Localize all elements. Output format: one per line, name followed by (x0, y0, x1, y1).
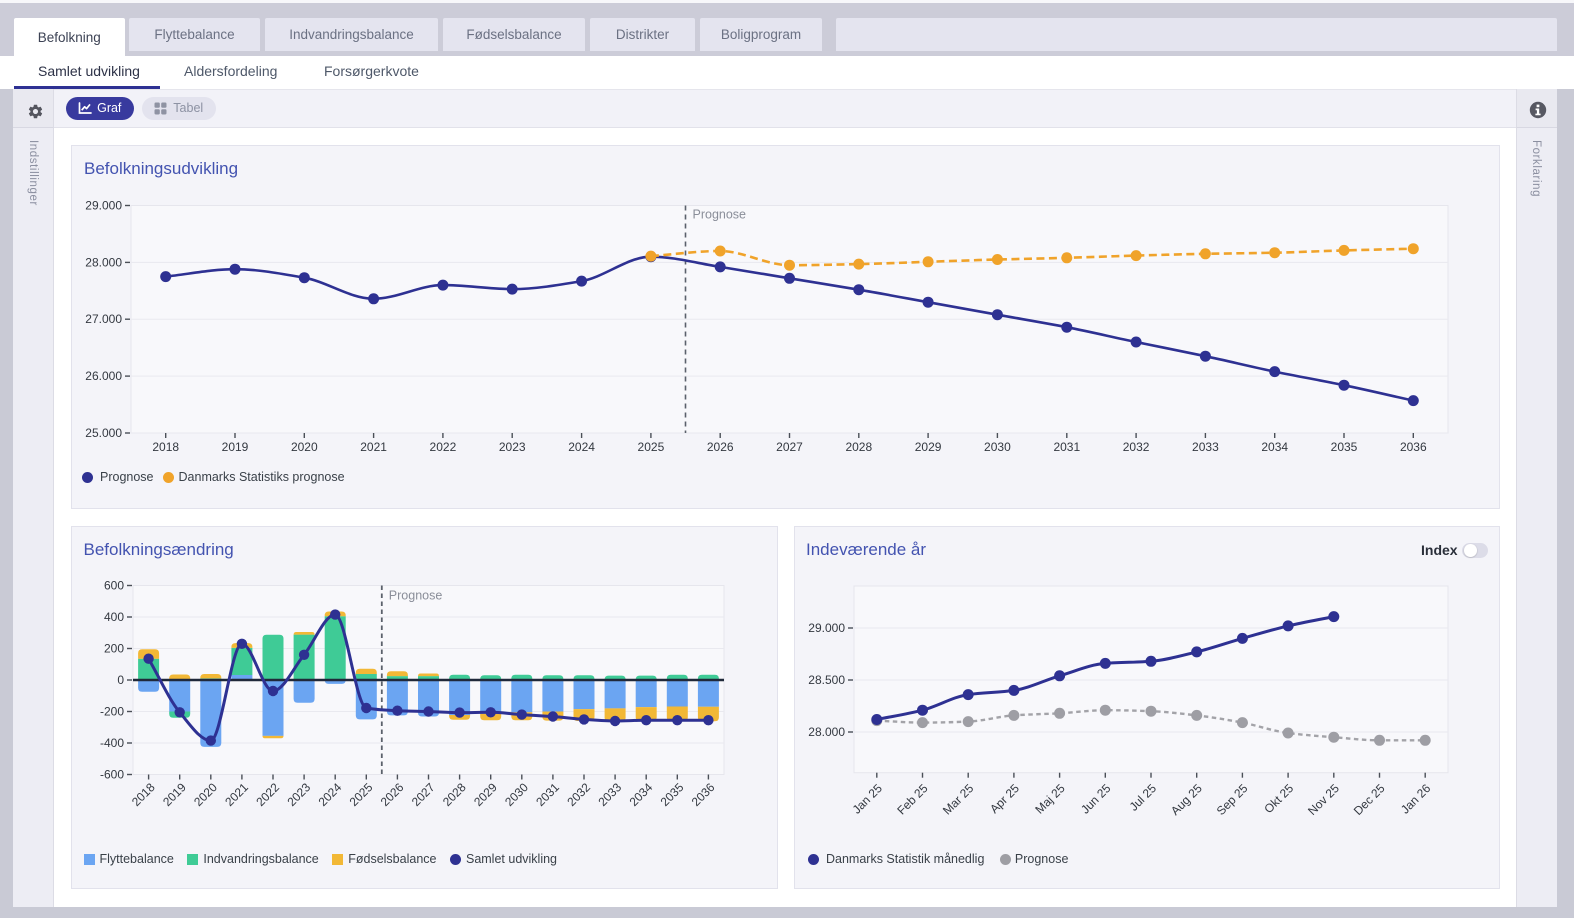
svg-text:26.000: 26.000 (85, 369, 122, 383)
svg-text:-200: -200 (100, 705, 124, 719)
svg-text:Prognose: Prognose (389, 589, 443, 603)
svg-text:2026: 2026 (378, 780, 407, 809)
svg-text:2019: 2019 (222, 440, 249, 454)
svg-text:28.000: 28.000 (85, 255, 122, 269)
svg-text:2021: 2021 (222, 780, 251, 809)
svg-text:Prognose: Prognose (693, 208, 747, 222)
svg-text:2032: 2032 (564, 780, 593, 809)
svg-text:2031: 2031 (533, 780, 562, 809)
svg-text:2029: 2029 (915, 440, 942, 454)
svg-text:Jul 25: Jul 25 (1127, 781, 1160, 814)
svg-text:2035: 2035 (658, 780, 687, 809)
svg-text:28.500: 28.500 (808, 673, 845, 687)
svg-text:2018: 2018 (129, 780, 158, 809)
svg-text:Maj 25: Maj 25 (1032, 781, 1068, 817)
svg-text:2026: 2026 (707, 440, 734, 454)
svg-text:2030: 2030 (502, 780, 531, 809)
svg-text:Aug 25: Aug 25 (1168, 781, 1205, 818)
svg-text:Feb 25: Feb 25 (894, 781, 931, 818)
svg-text:2022: 2022 (430, 440, 457, 454)
svg-text:2025: 2025 (347, 780, 376, 809)
svg-text:Jun 25: Jun 25 (1078, 781, 1114, 817)
svg-text:2029: 2029 (471, 780, 500, 809)
svg-text:2020: 2020 (191, 780, 220, 809)
svg-text:29.000: 29.000 (808, 621, 845, 635)
svg-text:2023: 2023 (284, 780, 313, 809)
svg-text:Sep 25: Sep 25 (1214, 781, 1251, 818)
svg-text:Mar 25: Mar 25 (940, 781, 977, 818)
svg-text:2019: 2019 (160, 780, 189, 809)
svg-text:2034: 2034 (1261, 440, 1288, 454)
svg-text:2028: 2028 (845, 440, 872, 454)
svg-text:Dec 25: Dec 25 (1351, 781, 1388, 818)
svg-text:2027: 2027 (776, 440, 803, 454)
svg-text:2032: 2032 (1123, 440, 1150, 454)
svg-text:2035: 2035 (1331, 440, 1358, 454)
svg-text:600: 600 (104, 579, 124, 593)
svg-text:2036: 2036 (689, 780, 718, 809)
svg-text:Jan 26: Jan 26 (1398, 781, 1434, 817)
svg-text:200: 200 (104, 642, 124, 656)
svg-text:2033: 2033 (595, 780, 624, 809)
svg-text:2028: 2028 (440, 780, 469, 809)
svg-text:-400: -400 (100, 736, 124, 750)
svg-text:27.000: 27.000 (85, 312, 122, 326)
svg-text:28.000: 28.000 (808, 725, 845, 739)
svg-text:2022: 2022 (253, 780, 282, 809)
svg-text:2027: 2027 (409, 780, 438, 809)
svg-text:2023: 2023 (499, 440, 526, 454)
svg-text:2034: 2034 (627, 780, 656, 809)
svg-text:2025: 2025 (638, 440, 665, 454)
svg-text:2021: 2021 (360, 440, 387, 454)
svg-text:Nov 25: Nov 25 (1305, 781, 1342, 818)
svg-text:2020: 2020 (291, 440, 318, 454)
svg-text:2036: 2036 (1400, 440, 1427, 454)
svg-text:Jan 25: Jan 25 (850, 781, 886, 817)
svg-text:2024: 2024 (316, 780, 345, 809)
svg-text:-600: -600 (100, 768, 124, 782)
svg-text:Okt 25: Okt 25 (1261, 781, 1296, 816)
svg-text:Apr 25: Apr 25 (987, 781, 1022, 816)
svg-text:2024: 2024 (568, 440, 595, 454)
svg-text:2031: 2031 (1053, 440, 1080, 454)
svg-text:2030: 2030 (984, 440, 1011, 454)
svg-text:29.000: 29.000 (85, 199, 122, 213)
svg-text:0: 0 (117, 673, 124, 687)
svg-text:400: 400 (104, 610, 124, 624)
svg-text:25.000: 25.000 (85, 426, 122, 440)
svg-text:2018: 2018 (152, 440, 179, 454)
svg-text:2033: 2033 (1192, 440, 1219, 454)
